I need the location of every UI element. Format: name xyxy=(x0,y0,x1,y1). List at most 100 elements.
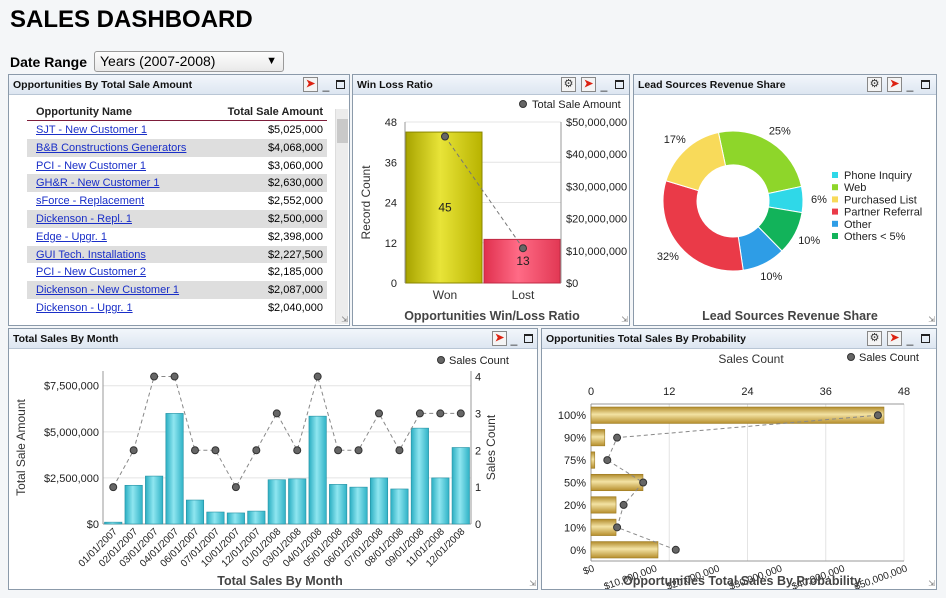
slice-web xyxy=(717,130,803,195)
bar-won xyxy=(405,131,483,284)
line-point xyxy=(231,483,240,492)
date-range-select[interactable]: Years (2007-2008) ▼ xyxy=(94,51,284,72)
probability-bar xyxy=(590,406,885,424)
opportunity-link[interactable]: GUI Tech. Installations xyxy=(36,248,146,261)
y-tick-label: $0 xyxy=(87,519,99,531)
opportunity-amount: $2,398,000 xyxy=(267,230,323,243)
minimize-icon[interactable]: _ xyxy=(906,332,914,346)
y-tick-label: 24 xyxy=(385,198,397,210)
line-point xyxy=(873,411,882,420)
line-point xyxy=(415,409,424,418)
export-icon[interactable]: ➤ xyxy=(303,77,318,92)
maximize-icon[interactable] xyxy=(921,334,930,343)
gear-icon[interactable]: ⚙ xyxy=(867,331,882,346)
resize-handle-icon[interactable]: ⇲ xyxy=(928,579,935,588)
line-point xyxy=(211,446,220,455)
panel-opportunities: Opportunities By Total Sale Amount ➤ _ O… xyxy=(8,74,350,326)
y2-tick-label: $40,000,000 xyxy=(566,149,627,161)
opportunity-link[interactable]: Dickenson - Repl. 1 xyxy=(36,212,132,225)
line-point xyxy=(293,446,302,455)
minimize-icon[interactable]: _ xyxy=(600,78,608,92)
x-tick-label: Won xyxy=(433,288,457,302)
y2-tick-label: 2 xyxy=(475,445,481,457)
legend-marker xyxy=(832,172,838,178)
opportunity-link[interactable]: Edge - Upgr. 1 xyxy=(36,230,107,243)
resize-handle-icon[interactable]: ⇲ xyxy=(928,315,935,324)
resize-handle-icon[interactable]: ⇲ xyxy=(529,579,536,588)
x2-tick-label: 0 xyxy=(588,386,594,398)
panel-header: Lead Sources Revenue Share ⚙ ➤ _ xyxy=(634,75,936,95)
export-icon[interactable]: ➤ xyxy=(581,77,596,92)
month-bar xyxy=(451,447,470,525)
line-point xyxy=(313,372,322,381)
line-point xyxy=(170,372,179,381)
table-row: sForce - Replacement $2,552,000 xyxy=(27,192,327,210)
table-row: Dickenson - Repl. 1 $2,500,000 xyxy=(27,209,327,228)
probability-bar xyxy=(590,429,606,447)
legend-label: Sales Count xyxy=(859,352,919,364)
y2-axis-label: Sales Count xyxy=(484,414,498,480)
maximize-icon[interactable] xyxy=(524,334,533,343)
opportunity-link[interactable]: B&B Constructions Generators xyxy=(36,141,187,154)
y2-tick-label: 4 xyxy=(475,372,481,384)
opportunity-link[interactable]: GH&R - New Customer 1 xyxy=(36,177,160,190)
slice-label: 32% xyxy=(657,251,679,263)
scrollbar-thumb[interactable] xyxy=(337,119,348,143)
slice-label: 25% xyxy=(769,126,791,138)
y-tick-label: $5,000,000 xyxy=(44,427,99,439)
y2-tick-label: 1 xyxy=(475,482,481,494)
legend-marker xyxy=(847,353,855,361)
maximize-icon[interactable] xyxy=(615,80,624,89)
opportunity-link[interactable]: Dickenson - New Customer 1 xyxy=(36,284,180,297)
line-point xyxy=(129,446,138,455)
chart-title: Lead Sources Revenue Share xyxy=(702,309,878,323)
y-tick-label: $2,500,000 xyxy=(44,473,99,485)
y2-tick-label: $20,000,000 xyxy=(566,214,627,226)
win-loss-chart: 0 12 24 36 48 $0 $10,000,000 $20,000,000 $30,000… xyxy=(359,99,627,323)
slice-label: 17% xyxy=(664,134,686,146)
export-icon[interactable]: ➤ xyxy=(887,77,902,92)
opportunity-amount: $4,068,000 xyxy=(267,141,323,154)
gear-icon[interactable]: ⚙ xyxy=(867,77,882,92)
chevron-down-icon: ▼ xyxy=(266,55,277,67)
resize-handle-icon[interactable]: ⇲ xyxy=(621,315,628,324)
opportunity-link[interactable]: PCI - New Customer 2 xyxy=(36,266,147,279)
probability-bar xyxy=(590,496,617,514)
panel-header: Win Loss Ratio ⚙ ➤ _ xyxy=(353,75,629,95)
series-line-total-sale-amount xyxy=(444,136,524,249)
resize-handle-icon[interactable]: ⇲ xyxy=(341,315,348,324)
export-icon[interactable]: ➤ xyxy=(492,331,507,346)
x-tick-label: $0 xyxy=(582,563,597,577)
vertical-scrollbar[interactable] xyxy=(335,109,348,324)
line-point xyxy=(603,456,612,465)
export-icon[interactable]: ➤ xyxy=(887,331,902,346)
opportunity-link[interactable]: SJT - New Customer 1 xyxy=(36,124,148,136)
maximize-icon[interactable] xyxy=(921,80,930,89)
table-row: Edge - Upgr. 1 $2,398,000 xyxy=(27,228,327,246)
opportunity-link[interactable]: Dickenson - Upgr. 1 xyxy=(36,301,133,314)
month-bar xyxy=(206,511,225,525)
maximize-icon[interactable] xyxy=(336,80,345,89)
opportunity-link[interactable]: sForce - Replacement xyxy=(36,195,145,208)
y-tick-label: 48 xyxy=(385,117,397,129)
legend-label: Sales Count xyxy=(449,355,509,367)
table-row: PCI - New Customer 2 $2,185,000 xyxy=(27,263,327,281)
probability-bar xyxy=(590,518,617,536)
minimize-icon[interactable]: _ xyxy=(322,78,330,92)
line-point xyxy=(252,446,261,455)
month-bar xyxy=(390,488,409,525)
probability-bar xyxy=(590,451,596,469)
minimize-icon[interactable]: _ xyxy=(510,332,518,346)
panel-title: Win Loss Ratio xyxy=(357,79,433,91)
opportunity-amount: $3,060,000 xyxy=(267,159,323,172)
opportunity-link[interactable]: PCI - New Customer 1 xyxy=(36,159,147,172)
opportunity-amount: $2,500,000 xyxy=(267,212,323,225)
gear-icon[interactable]: ⚙ xyxy=(561,77,576,92)
table-header: Opportunity Name Total Sale Amount xyxy=(27,101,327,121)
legend-label: Partner Referral xyxy=(844,207,922,219)
month-bar xyxy=(267,479,286,525)
month-bar xyxy=(247,510,266,525)
legend-label: Web xyxy=(844,182,866,194)
minimize-icon[interactable]: _ xyxy=(906,78,914,92)
opportunity-amount: $2,227,500 xyxy=(267,248,323,261)
